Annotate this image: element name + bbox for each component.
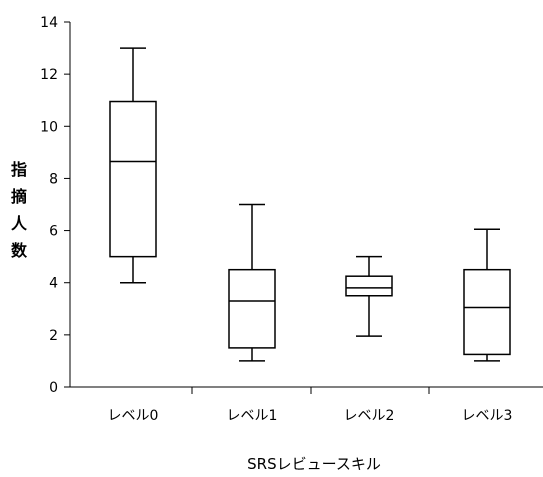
box-2 — [345, 255, 393, 337]
y-tick-label: 6 — [49, 224, 58, 240]
y-axis-title-char: 数 — [11, 241, 28, 260]
y-tick-label: 0 — [49, 380, 58, 396]
y-axis-title-char: 人 — [11, 214, 28, 233]
x-tick-label: レベル2 — [344, 408, 395, 424]
box-0 — [109, 47, 157, 284]
y-tick-label: 2 — [49, 328, 58, 344]
y-tick-label: 12 — [40, 67, 58, 83]
y-axis-title-char: 摘 — [11, 187, 27, 206]
x-tick-label: レベル0 — [108, 408, 159, 424]
box-1 — [228, 203, 276, 362]
x-tick-label: レベル3 — [462, 408, 513, 424]
y-axis: 0 2 4 6 8 10 12 14 — [40, 15, 71, 396]
x-axis: レベル0 レベル1 レベル2 レベル3 — [70, 386, 543, 424]
iqr-box — [228, 268, 276, 349]
iqr-box — [463, 268, 511, 356]
y-tick-label: 10 — [40, 119, 58, 135]
x-tick-label: レベル1 — [227, 408, 278, 424]
y-axis-title-char: 指 — [11, 160, 27, 179]
x-axis-title: SRSレビュースキル — [247, 455, 381, 473]
iqr-box — [345, 275, 393, 297]
iqr-box — [109, 100, 157, 258]
y-tick-label: 8 — [49, 171, 58, 187]
y-tick-label: 14 — [40, 15, 58, 31]
box-3 — [463, 228, 511, 362]
boxes — [109, 47, 511, 362]
y-tick-label: 4 — [49, 276, 58, 292]
